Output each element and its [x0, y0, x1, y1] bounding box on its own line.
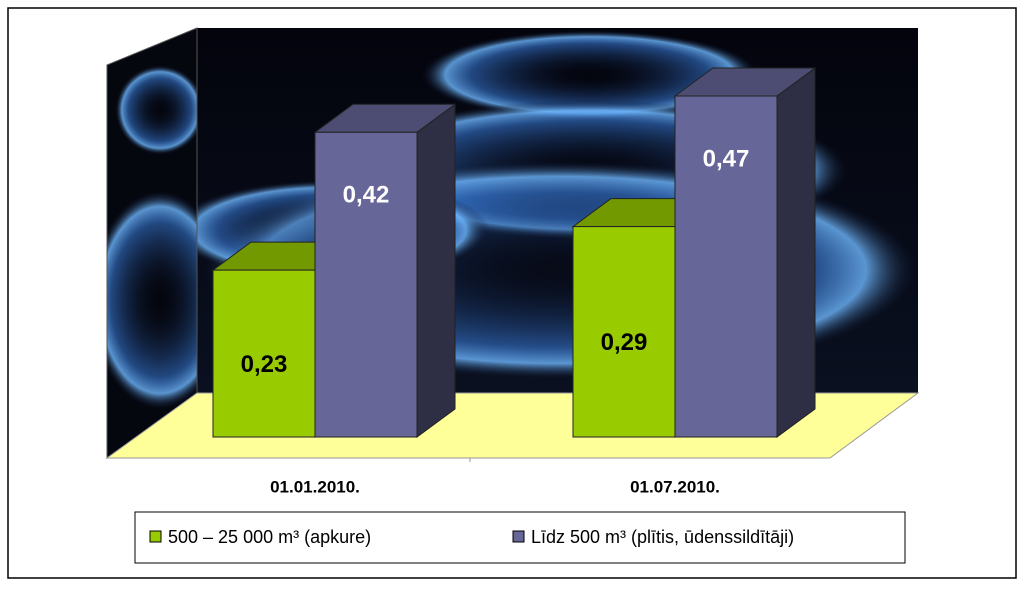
- legend-label: 500 – 25 000 m³ (apkure): [168, 527, 371, 547]
- bar-side: [416, 103, 456, 438]
- value-label: 0,42: [343, 182, 390, 209]
- x-tick-label: 01.01.2010.: [270, 477, 360, 496]
- legend-label: Līdz 500 m³ (plītis, ūdenssildītāji): [531, 527, 794, 547]
- bar-side: [776, 67, 816, 438]
- value-label: 0,29: [601, 329, 648, 356]
- value-label: 0,47: [703, 145, 750, 172]
- legend-swatch: [512, 530, 525, 543]
- legend-swatch: [149, 530, 162, 543]
- bar: [314, 131, 418, 438]
- bar: [212, 269, 316, 438]
- side-wall: [107, 28, 197, 458]
- x-tick-label: 01.07.2010.: [630, 477, 720, 496]
- value-label: 0,23: [241, 351, 288, 378]
- bar: [674, 95, 778, 438]
